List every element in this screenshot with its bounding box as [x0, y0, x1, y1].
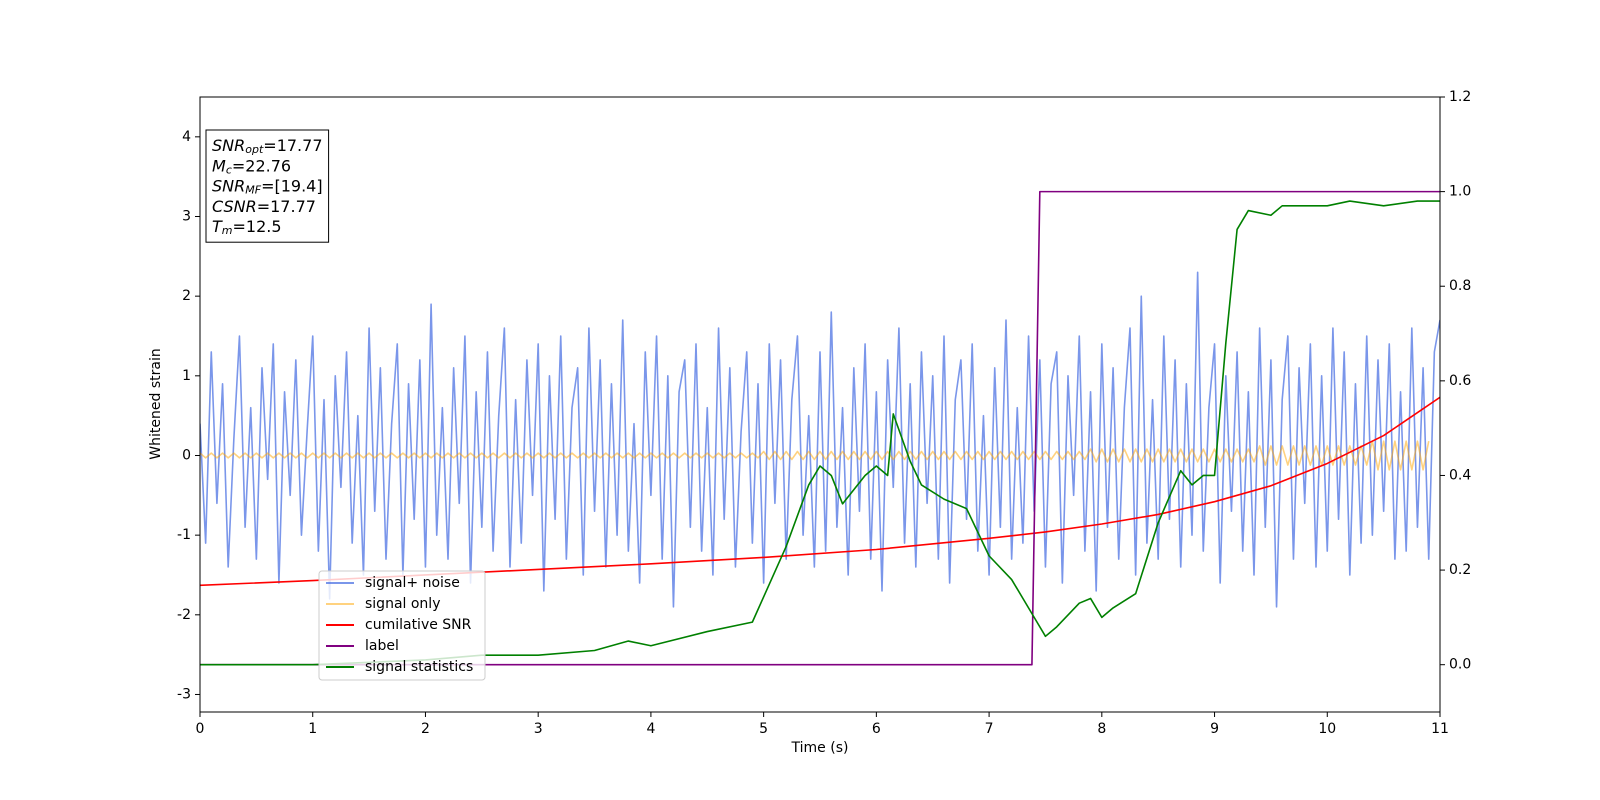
x-tick-label: 9: [1210, 721, 1219, 737]
y-tick-label: -3: [177, 686, 191, 702]
legend: signal+ noise signal only cumilative SNR la…: [318, 570, 486, 681]
annotation-subscript: m: [222, 224, 233, 237]
x-tick-label: 4: [646, 721, 655, 737]
annotation: Tm=12.5: [212, 217, 282, 238]
annotation: SNRopt=17.77: [212, 136, 323, 157]
series-line: [200, 440, 1430, 471]
y2-tick-label: 0.2: [1449, 562, 1471, 578]
annotation-frame: [205, 129, 330, 243]
y2-tick-label: 1.0: [1449, 184, 1471, 200]
annotation-symbol: SNR: [212, 136, 245, 155]
x-tick-label: 5: [759, 721, 768, 737]
x-tick-label: 10: [1318, 721, 1336, 737]
x-tick-label: 11: [1431, 721, 1449, 737]
y2-tick-label: 0.4: [1449, 467, 1471, 483]
y2-tick-label: 1.2: [1449, 89, 1471, 105]
annotation-value: =17.77: [263, 136, 322, 155]
x-axis-label: Time (s): [791, 740, 849, 756]
x-tick-label: 7: [985, 721, 994, 737]
annotation-symbol: CSNR: [212, 196, 257, 215]
y2-tick-label: 0.6: [1449, 373, 1471, 389]
annotation-subscript: MF: [245, 184, 261, 197]
y-axis-label: Whitened strain: [148, 348, 164, 459]
annotation-subscript: c: [226, 163, 232, 176]
y-tick-label: -2: [177, 607, 191, 623]
annotation-value: =12.5: [233, 217, 282, 236]
legend-label: signal only: [365, 596, 440, 612]
y2-tick-label: 0.8: [1449, 278, 1471, 294]
plot-frame: [199, 96, 1441, 713]
annotation-value: =22.76: [232, 156, 291, 175]
plot-lines: [200, 190, 1440, 666]
y-tick-label: -1: [177, 527, 191, 543]
legend-label: label: [365, 638, 399, 654]
series-line: [200, 200, 1440, 666]
annotation-subscript: opt: [245, 143, 264, 156]
legend-label: signal statistics: [365, 659, 473, 675]
annotation-value: =17.77: [257, 196, 316, 215]
x-tick-label: 0: [196, 721, 205, 737]
y2-tick-label: 0.0: [1449, 657, 1471, 673]
series-line: [200, 271, 1440, 608]
x-tick-label: 2: [421, 721, 430, 737]
annotation-value: =[19.4]: [261, 176, 323, 195]
x-tick-label: 1: [308, 721, 317, 737]
annotation-symbol: M: [212, 156, 226, 175]
x-tick-label: 6: [872, 721, 881, 737]
legend-label: signal+ noise: [365, 575, 460, 591]
annotation-symbol: SNR: [212, 176, 245, 195]
series-line: [200, 190, 1440, 666]
y-tick-label: 4: [182, 129, 191, 145]
annotation-symbol: T: [212, 217, 223, 236]
annotation: Mc=22.76: [212, 156, 291, 177]
x-tick-label: 8: [1097, 721, 1106, 737]
annotation: SNRMF=[19.4]: [212, 176, 323, 197]
y-tick-label: 1: [182, 368, 191, 384]
y-tick-label: 2: [182, 288, 191, 304]
y-tick-label: 0: [182, 447, 191, 463]
x-tick-label: 3: [534, 721, 543, 737]
legend-label: cumilative SNR: [365, 617, 472, 633]
y-tick-label: 3: [182, 208, 191, 224]
annotation: CSNR=17.77: [212, 196, 316, 215]
annotation-box: SNRopt=17.77Mc=22.76SNRMF=[19.4]CSNR=17.…: [205, 129, 330, 243]
legend-frame: [318, 570, 486, 681]
